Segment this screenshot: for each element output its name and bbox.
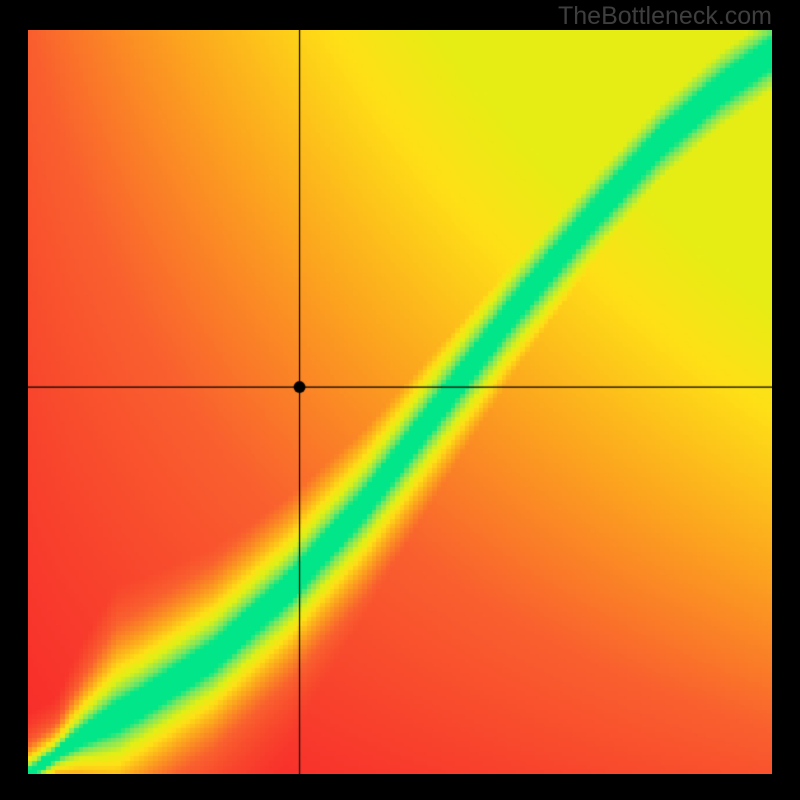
heatmap-plot: [28, 30, 772, 774]
watermark-text: TheBottleneck.com: [558, 2, 772, 31]
chart-container: TheBottleneck.com: [0, 0, 800, 800]
